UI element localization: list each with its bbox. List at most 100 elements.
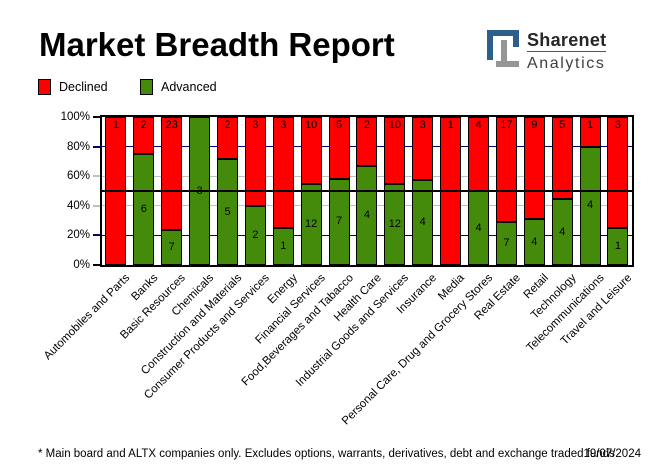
footer-note: * Main board and ALTX companies only. Ex…: [38, 448, 615, 460]
declined-count: 5: [559, 119, 566, 131]
y-tick-40: [93, 204, 100, 207]
declined-segment: 5: [328, 117, 350, 179]
y-tick-20: [93, 234, 100, 237]
advanced-segment: 7: [161, 230, 183, 265]
advanced-segment: 1: [607, 228, 629, 265]
declined-segment: 4: [468, 117, 490, 191]
declined-segment: 9: [523, 117, 545, 220]
declined-count: 23: [165, 119, 178, 131]
declined-segment: 5: [551, 117, 573, 200]
bar-slot-basic-resources: 23 7: [158, 117, 186, 265]
declined-count: 17: [500, 119, 513, 131]
advanced-segment: 7: [495, 221, 517, 265]
advanced-count: 1: [614, 240, 622, 252]
declined-count: 9: [531, 119, 538, 131]
y-tick-label-60: 60%: [66, 170, 90, 183]
declined-segment: 23: [161, 117, 183, 231]
advanced-segment: 4: [356, 166, 378, 265]
bar-slot-financial-services: 10 12: [297, 117, 325, 265]
advanced-segment: 4: [551, 199, 573, 265]
declined-count: 3: [419, 119, 426, 131]
bar-slot-media: 1: [437, 117, 465, 265]
advanced-swatch: [140, 79, 153, 95]
declined-segment: 2: [356, 117, 378, 167]
advanced-segment: 3: [189, 117, 211, 265]
advanced-segment: 2: [244, 205, 266, 265]
declined-segment: 10: [300, 117, 322, 185]
page-title: Market Breadth Report: [39, 26, 395, 63]
declined-segment: 1: [579, 117, 601, 147]
legend-item-advanced: Advanced: [140, 79, 217, 95]
logo-subtitle: Analytics: [527, 55, 606, 72]
y-tick-label-0: 0%: [73, 259, 90, 271]
advanced-count: 2: [252, 228, 259, 241]
advanced-count: 4: [475, 221, 482, 234]
advanced-segment: 12: [384, 184, 406, 265]
bar-slot-industrial-goods-and-services: 10 12: [381, 117, 409, 265]
declined-segment: 2: [133, 117, 155, 154]
advanced-count: 4: [531, 235, 538, 248]
bar-media: 1: [440, 117, 462, 265]
y-tick-label-40: 40%: [66, 199, 90, 212]
logo-text: Sharenet Analytics: [527, 30, 607, 73]
y-tick-60: [93, 175, 100, 178]
declined-count: 3: [252, 119, 259, 131]
declined-segment: 17: [495, 117, 517, 222]
declined-count: 5: [336, 119, 343, 131]
advanced-count: 1: [280, 240, 287, 252]
legend-item-declined: Declined: [38, 79, 108, 95]
declined-segment: 10: [384, 117, 406, 185]
advanced-segment: 12: [300, 184, 322, 265]
bar-basic-resources: 23 7: [161, 117, 183, 265]
declined-segment: 2: [217, 117, 238, 160]
declined-segment: 1: [105, 117, 127, 265]
advanced-segment: 7: [328, 178, 350, 265]
y-tick-0: [93, 264, 100, 266]
declined-count: 2: [224, 119, 231, 131]
y-tick-label-20: 20%: [66, 229, 90, 242]
declined-swatch: [38, 79, 51, 95]
sharenet-s-icon: [487, 30, 519, 67]
bars-container: 1 2 6 23 7 3 2 5 3 2 3 1 10 12 5 7 2 4 10 12 3 4 1 4 4 17 7 9 4 5 4 1 4 3…: [102, 117, 632, 265]
declined-count: 2: [140, 119, 147, 131]
declined-segment: 3: [272, 117, 294, 228]
y-tick-80: [93, 145, 100, 148]
y-tick-label-80: 80%: [66, 140, 90, 153]
footer: * Main board and ALTX companies only. Ex…: [0, 448, 655, 466]
declined-count: 4: [475, 119, 482, 131]
advanced-count: 12: [305, 218, 318, 231]
x-label-automobiles-and-parts: Automobiles and Parts: [42, 272, 133, 363]
advanced-segment: 4: [523, 219, 545, 265]
advanced-count: 4: [363, 209, 371, 222]
sharenet-logo: Sharenet Analytics: [487, 30, 607, 73]
y-axis-ticks: [93, 116, 100, 266]
declined-count: 1: [112, 119, 119, 131]
chart-legend: Declined Advanced: [0, 79, 655, 99]
advanced-label: Advanced: [161, 80, 217, 94]
declined-count: 10: [305, 119, 318, 131]
advanced-segment: 1: [272, 228, 294, 265]
declined-segment: 3: [412, 117, 434, 181]
advanced-count: 4: [559, 225, 566, 238]
bar-slot-automobiles-and-parts: 1: [102, 117, 130, 265]
advanced-segment: 4: [579, 146, 601, 265]
advanced-count: 5: [224, 205, 231, 218]
advanced-count: 7: [168, 241, 175, 254]
declined-segment: 3: [607, 117, 629, 228]
